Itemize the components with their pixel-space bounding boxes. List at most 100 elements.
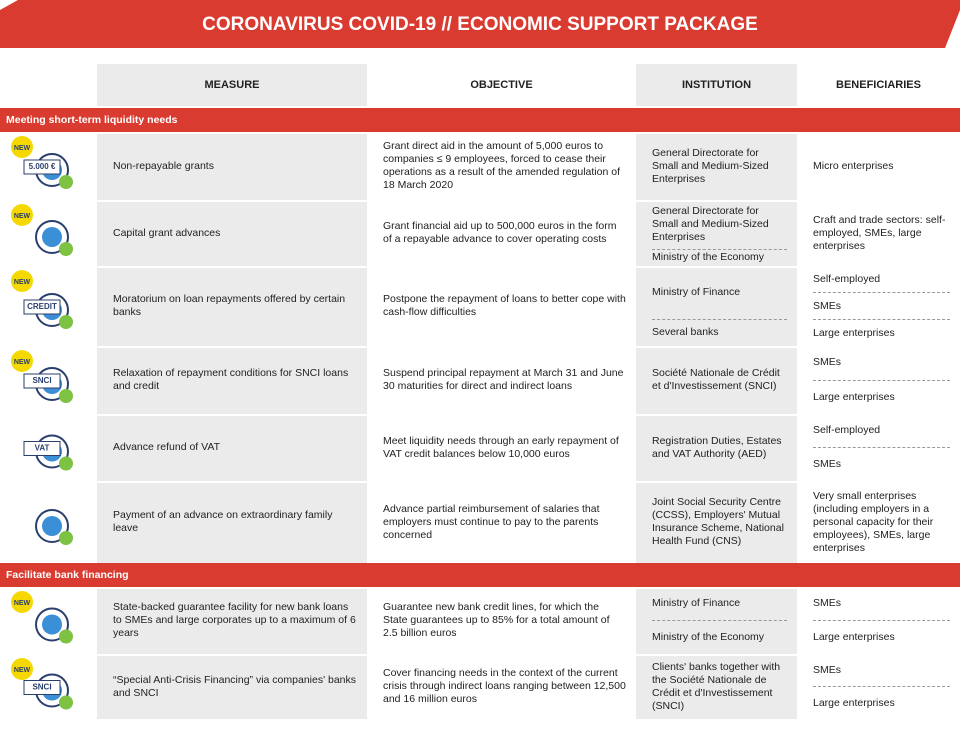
cell-text: SMEs <box>813 663 842 676</box>
cell-bg <box>636 414 797 481</box>
cell-text: Micro enterprises <box>813 159 894 172</box>
cell: Meet liquidity needs through an early re… <box>367 414 636 481</box>
cell-text: State-backed guarantee facility for new … <box>113 601 356 639</box>
icon-label: SNCI <box>32 376 51 385</box>
cell-bg <box>636 654 797 719</box>
cell-text: Société Nationale de Crédit et d'Investi… <box>652 367 780 392</box>
cell-text: Grant financial aid up to 500,000 euros … <box>383 220 617 245</box>
icon: NEW <box>11 204 73 256</box>
cell-bg <box>636 132 797 200</box>
cell-bg <box>97 132 367 200</box>
column-header: MEASURE <box>97 64 367 106</box>
cell-text: Payment of an advance on extraordinary f… <box>113 509 333 534</box>
cell: SMEs Large enterprises <box>797 587 960 654</box>
cell: Suspend principal repayment at March 31 … <box>367 346 636 414</box>
cell-text: General Directorate for Small and Medium… <box>652 204 769 243</box>
cell: Very small enterprises (including employ… <box>797 481 960 563</box>
cell-text: Joint Social Security Centre (CCSS), Emp… <box>652 496 784 547</box>
cell: Payment of an advance on extraordinary f… <box>97 481 367 563</box>
cell: Société Nationale de Crédit et d'Investi… <box>636 346 797 414</box>
section-band: Facilitate bank financing <box>0 563 960 587</box>
cell: Grant financial aid up to 500,000 euros … <box>367 200 636 266</box>
cell: Advance refund of VAT <box>97 414 367 481</box>
cell-text: Ministry of the Economy <box>652 620 787 654</box>
cell-text: Several banks <box>652 318 787 346</box>
cell-bg <box>97 200 367 266</box>
cell-text: Advance refund of VAT <box>113 441 221 453</box>
icon-label: NEW <box>14 667 31 674</box>
cell: Non-repayable grants <box>97 132 367 200</box>
cell-text: SMEs <box>813 597 842 609</box>
cell: “Special Anti-Crisis Financing” via comp… <box>97 654 367 719</box>
cell-bg <box>636 481 797 563</box>
cell: State-backed guarantee facility for new … <box>97 587 367 654</box>
cell: Cover financing needs in the context of … <box>367 654 636 719</box>
cell-text: Suspend principal repayment at March 31 … <box>383 367 624 392</box>
cell-text: General Directorate for Small and Medium… <box>652 146 769 185</box>
cell: Advance partial reimbursement of salarie… <box>367 481 636 563</box>
cell-bg <box>97 587 367 654</box>
cell-bg <box>97 414 367 481</box>
column-header: BENEFICIARIES <box>836 79 921 91</box>
icon: NEW 5.000 € <box>11 136 73 189</box>
cell: Relaxation of repayment conditions for S… <box>97 346 367 414</box>
cell: Guarantee new bank credit lines, for whi… <box>367 587 636 654</box>
cell: SMEs Large enterprises <box>797 654 960 719</box>
icon-label: NEW <box>14 213 31 220</box>
cell-text: Large enterprises <box>813 686 950 719</box>
cell: SMEs Large enterprises <box>797 346 960 414</box>
cell: Self-employed SMEs <box>797 414 960 481</box>
icon-label: 5.000 € <box>29 162 56 171</box>
cell-text: Large enterprises <box>813 379 950 415</box>
cell-text: Registration Duties, Estates and VAT Aut… <box>652 434 782 460</box>
cell-bg <box>97 346 367 414</box>
cell-bg <box>97 654 367 719</box>
cell: Moratorium on loan repayments offered by… <box>97 266 367 346</box>
cell: Capital grant advances <box>97 200 367 266</box>
icon: NEW SNCI <box>11 658 73 710</box>
cell-text: Large enterprises <box>813 620 950 654</box>
icon <box>35 509 73 545</box>
cell: Joint Social Security Centre (CCSS), Emp… <box>636 481 797 563</box>
title-bar: CORONAVIRUS COVID-19 // ECONOMIC SUPPORT… <box>0 0 960 48</box>
cell: Grant direct aid in the amount of 5,000 … <box>367 132 636 200</box>
section-band: Meeting short-term liquidity needs <box>0 108 960 132</box>
icon-label: VAT <box>35 444 50 453</box>
icon-label: CREDIT <box>27 302 57 311</box>
icon-label: NEW <box>14 359 31 366</box>
cell: Self-employed SMEs Large enterprises <box>797 266 960 346</box>
cell-bg <box>636 266 797 346</box>
cell-text: Very small enterprises (including employ… <box>813 489 934 554</box>
cell-text: SMEs <box>813 356 842 369</box>
cell-text: Large enterprises <box>813 319 950 346</box>
cell-text: Moratorium on loan repayments offered by… <box>113 293 346 318</box>
icon: NEW SNCI <box>11 350 73 403</box>
cell-text: Grant direct aid in the amount of 5,000 … <box>383 140 620 191</box>
cell-text: Craft and trade sectors: self-employed, … <box>813 213 946 252</box>
title: CORONAVIRUS COVID-19 // ECONOMIC SUPPORT… <box>202 14 758 35</box>
cell: Postpone the repayment of loans to bette… <box>367 266 636 346</box>
column-header: OBJECTIVE <box>470 79 533 91</box>
cell-text: Non-repayable grants <box>113 159 214 172</box>
cell-text: Ministry of the Economy <box>652 248 787 266</box>
cell: Ministry of Finance Several banks <box>636 266 797 346</box>
icon: VAT <box>23 434 73 471</box>
cell-text: Self-employed <box>813 424 881 436</box>
cell-text: Postpone the repayment of loans to bette… <box>383 293 626 318</box>
column-header: INSTITUTION <box>636 64 797 106</box>
cell-text: Cover financing needs in the context of … <box>383 667 626 705</box>
cell-text: Guarantee new bank credit lines, for whi… <box>383 601 610 639</box>
cell: Ministry of Finance Ministry of the Econo… <box>636 587 797 654</box>
cell-text: SMEs <box>813 292 950 319</box>
cell-text: SMEs <box>813 447 950 481</box>
cell-text: “Special Anti-Crisis Financing” via comp… <box>113 673 357 699</box>
cell: General Directorate for Small and Medium… <box>636 200 797 266</box>
cell: Clients' banks together with the Société… <box>636 654 797 719</box>
cell-text: Capital grant advances <box>113 226 221 239</box>
cell-text: Advance partial reimbursement of salarie… <box>383 502 600 541</box>
icon: NEW CREDIT <box>11 270 73 329</box>
cell-text: Relaxation of repayment conditions for S… <box>113 367 349 392</box>
cell: Registration Duties, Estates and VAT Aut… <box>636 414 797 481</box>
cell-text: Ministry of Finance <box>652 285 741 298</box>
